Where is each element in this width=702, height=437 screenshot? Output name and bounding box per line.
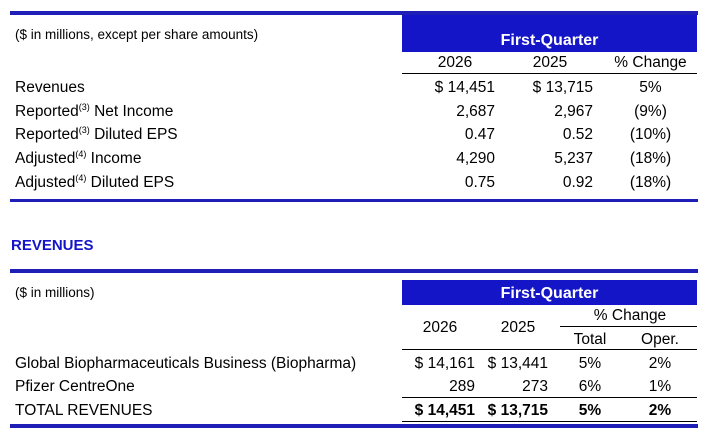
revenues-double-rule-top (402, 421, 697, 422)
revenues-row-2026: 289 (449, 378, 475, 395)
summary-header-rule (402, 73, 697, 74)
revenues-total-label: TOTAL REVENUES (15, 402, 153, 419)
summary-row-change: (18%) (629, 150, 672, 167)
summary-row-2025: 5,237 (554, 150, 593, 167)
summary-row-change: (18%) (629, 174, 672, 191)
summary-top-rule (10, 11, 698, 15)
revenues-change-rule (560, 326, 697, 327)
summary-row-2026: 2,687 (456, 103, 495, 120)
revenues-units-note: ($ in millions) (15, 285, 95, 300)
revenues-top-rule (10, 269, 698, 273)
summary-row-2025: 2,967 (554, 103, 593, 120)
summary-row-2026: 4,290 (456, 150, 495, 167)
summary-row-2026: $ 14,451 (434, 79, 495, 96)
revenues-header-change: % Change (593, 307, 667, 324)
revenues-header-2026: 2026 (422, 319, 458, 336)
revenues-row-label: Global Biopharmaceuticals Business (Biop… (15, 355, 357, 372)
summary-header-2025: 2025 (532, 54, 568, 71)
revenues-row-total: 5% (578, 355, 602, 372)
revenues-band-label: First-Quarter (500, 285, 599, 302)
revenues-row-total: 6% (578, 378, 602, 395)
summary-row-label: Adjusted(4) Diluted EPS (15, 173, 175, 192)
summary-row-2026: 0.75 (464, 174, 495, 191)
summary-band-label: First-Quarter (500, 32, 599, 49)
summary-row-label: Reported(3) Diluted EPS (15, 125, 178, 144)
revenues-bottom-rule (10, 424, 698, 428)
summary-row-2026: 0.47 (464, 126, 495, 143)
section-title: REVENUES (11, 237, 94, 254)
revenues-row-2025: 273 (522, 378, 548, 395)
revenues-row-label: Pfizer CentreOne (15, 378, 135, 395)
revenues-total-2025: $ 13,715 (487, 402, 548, 419)
revenues-total-oper: 2% (648, 402, 672, 419)
summary-row-2025: $ 13,715 (532, 79, 593, 96)
revenues-row-oper: 1% (648, 378, 672, 395)
revenues-total-2026: $ 14,451 (414, 402, 475, 419)
summary-row-2025: 0.52 (562, 126, 593, 143)
summary-row-change: 5% (639, 79, 662, 96)
summary-row-2025: 0.92 (562, 174, 593, 191)
revenues-total-rule (402, 397, 697, 398)
revenues-header-2025: 2025 (500, 319, 536, 336)
revenues-header-total: Total (573, 331, 607, 348)
revenues-row-2026: $ 14,161 (414, 355, 475, 372)
summary-row-label: Revenues (15, 79, 85, 96)
summary-row-change: (10%) (629, 126, 672, 143)
revenues-row-oper: 2% (648, 355, 672, 372)
summary-row-change: (9%) (634, 103, 667, 120)
summary-header-change: % Change (614, 54, 687, 71)
summary-units-note: ($ in millions, except per share amounts… (15, 27, 259, 42)
summary-bottom-rule (10, 199, 698, 202)
summary-row-label: Reported(3) Net Income (15, 102, 174, 121)
revenues-total-total: 5% (578, 402, 602, 419)
summary-header-2026: 2026 (437, 54, 473, 71)
revenues-header-oper: Oper. (641, 331, 679, 348)
summary-period-band: First-Quarter (402, 15, 697, 52)
revenues-row-2025: $ 13,441 (487, 355, 548, 372)
revenues-period-band: First-Quarter (402, 280, 697, 305)
summary-row-label: Adjusted(4) Income (15, 149, 142, 168)
revenues-header-rule (402, 349, 697, 350)
